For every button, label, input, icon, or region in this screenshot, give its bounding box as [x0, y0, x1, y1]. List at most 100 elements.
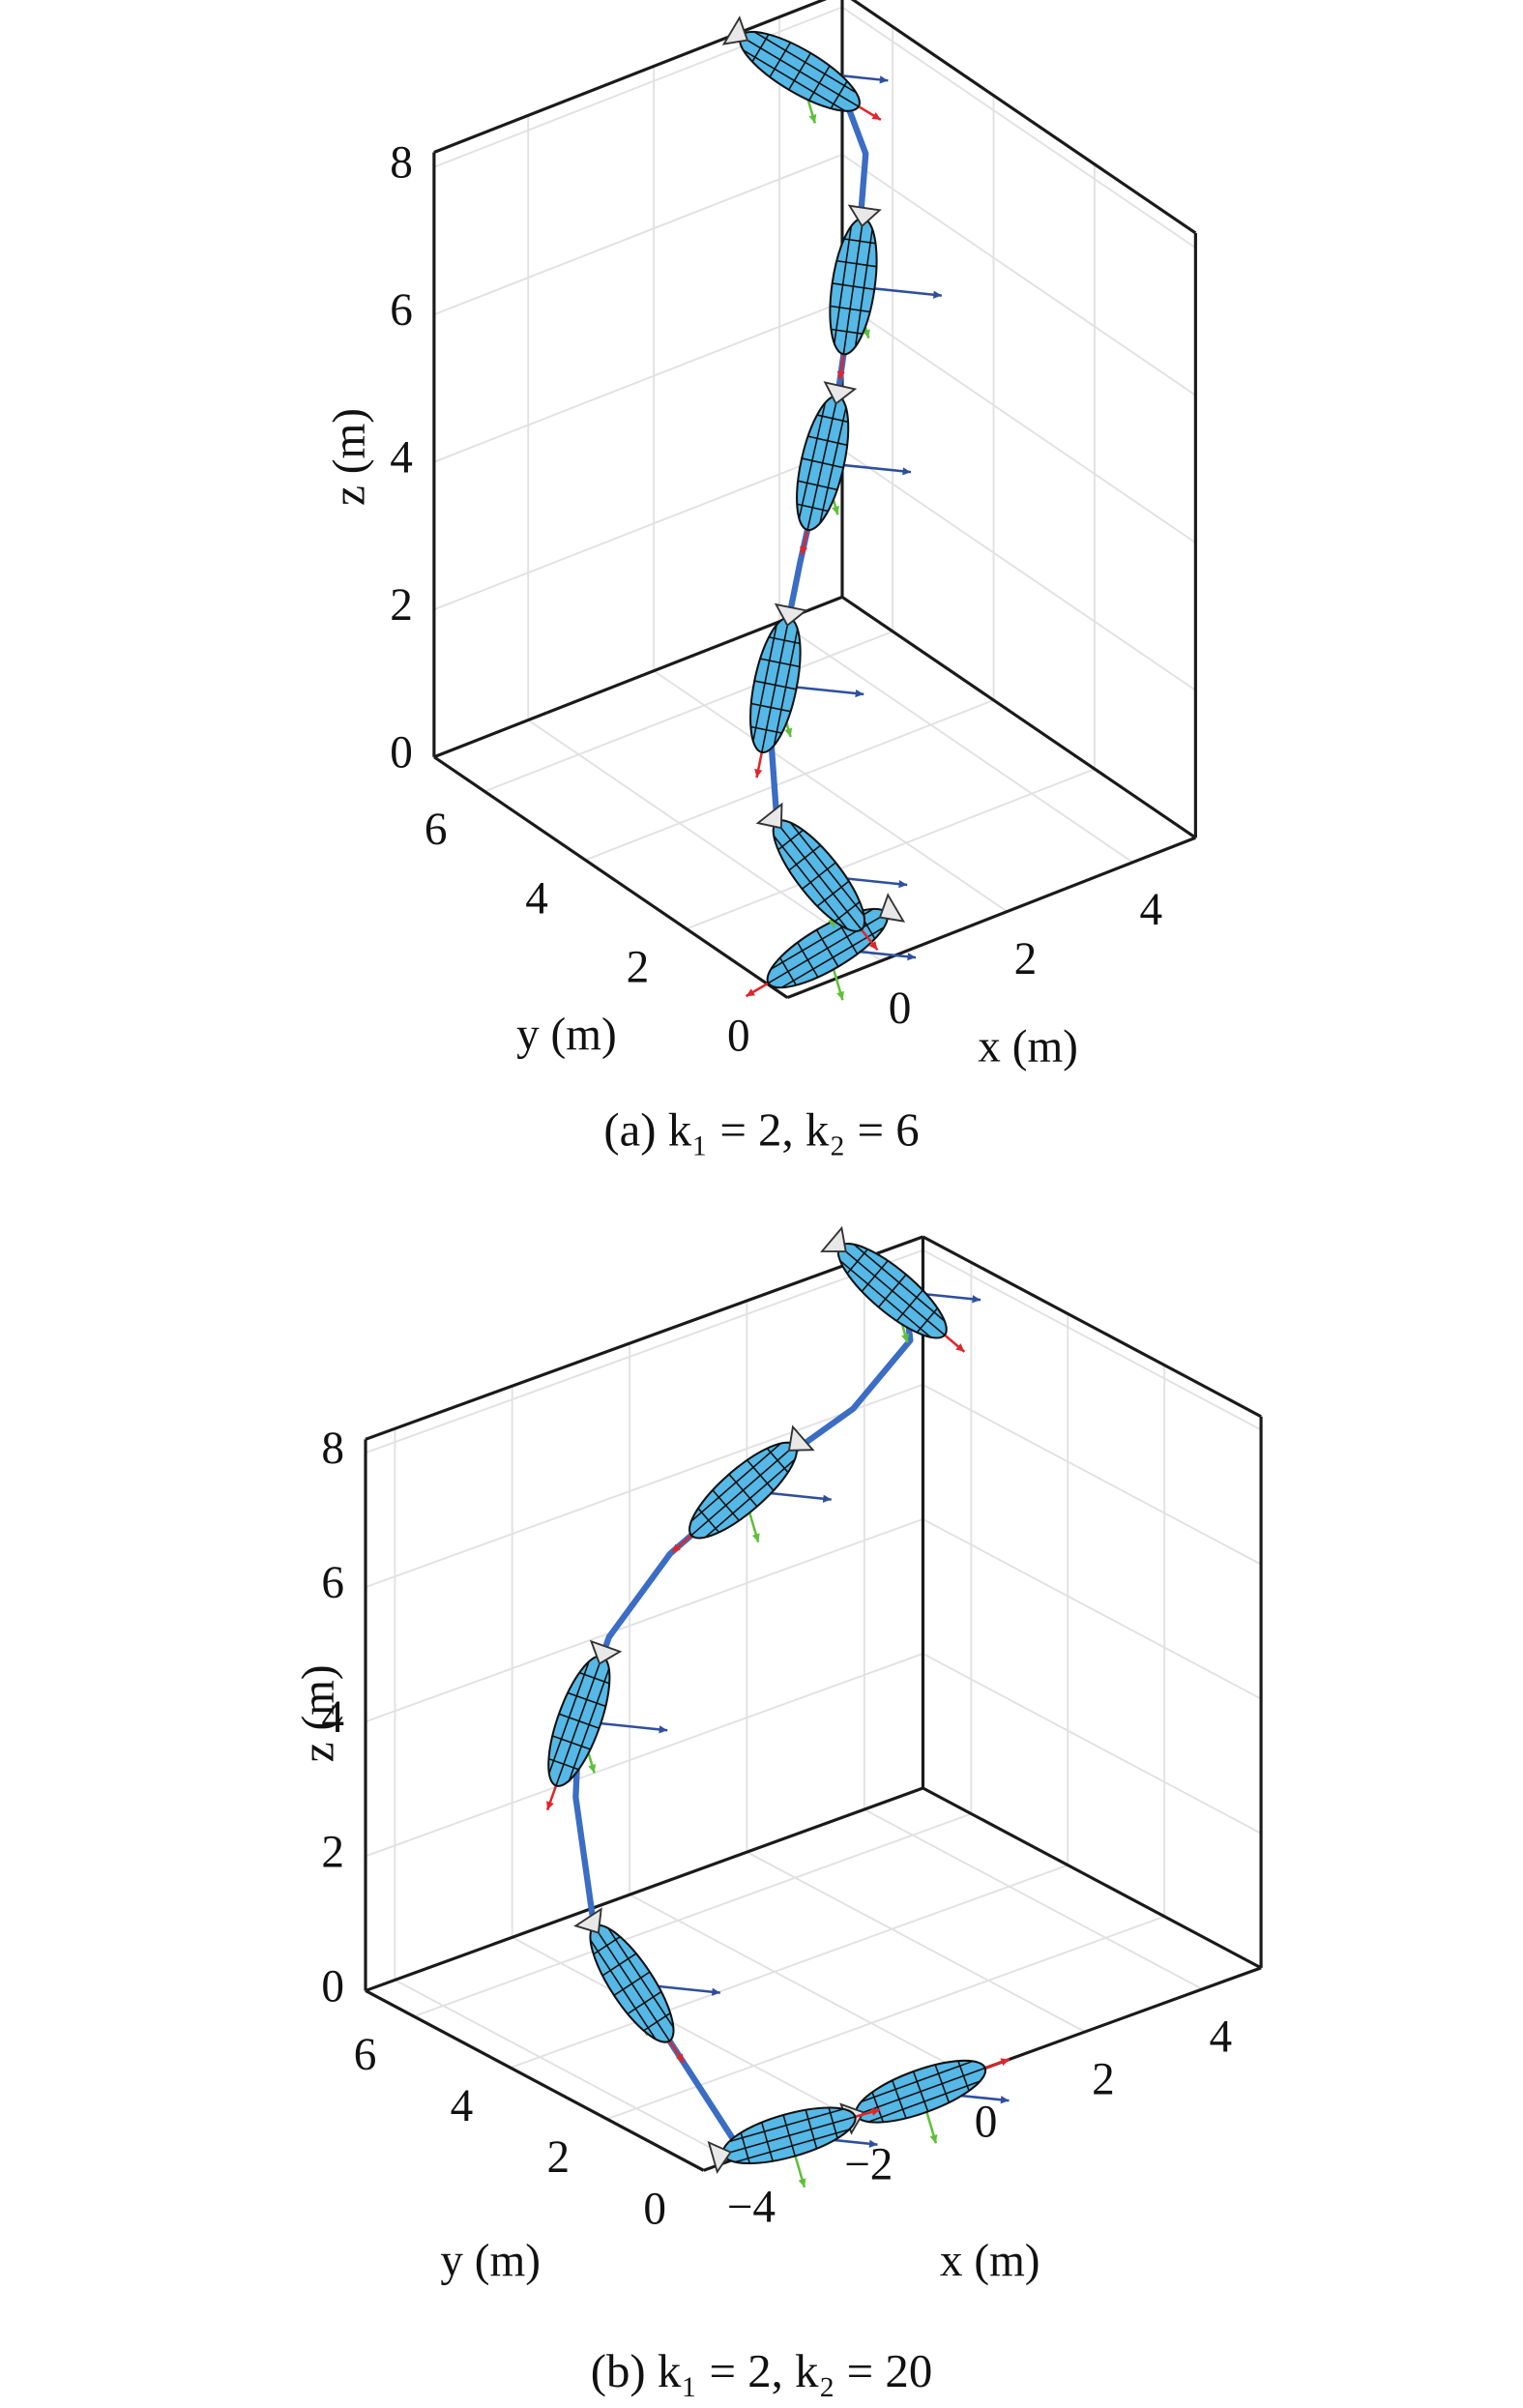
grid-line: [365, 1517, 1262, 1723]
z-tick-label: 4: [390, 433, 413, 484]
vehicle-body: [721, 15, 882, 121]
z-tick-label: 6: [390, 285, 413, 336]
grid-line: [863, 1257, 1203, 1990]
tail-fin: [878, 893, 906, 923]
hull-seam: [728, 2108, 844, 2143]
x-tick-label: 0: [889, 984, 912, 1034]
axis-box-edge: [433, 0, 828, 154]
body-axis-blue-head: [822, 1494, 832, 1503]
grid-line: [527, 115, 883, 962]
axis-box-edge: [365, 1989, 705, 2172]
y-tick-label: 6: [354, 2030, 377, 2080]
axis-box-edge: [850, 0, 1197, 235]
vehicle: [820, 1225, 981, 1353]
axis-box-edge: [432, 755, 789, 999]
vehicle-body: [573, 1907, 686, 2064]
x-axis-label: x (m): [940, 2236, 1040, 2286]
grid-line: [629, 1343, 969, 2075]
y-tick-label: 2: [547, 2132, 571, 2183]
body-axis-blue-head: [879, 75, 889, 84]
hull-seam: [861, 2060, 974, 2103]
body-axis-red-head: [1000, 2058, 1010, 2067]
axis-box-edge: [922, 1786, 1262, 1970]
axis-box-edge: [922, 1235, 1262, 1419]
x-tick-label: 4: [1209, 2012, 1232, 2062]
body-axis-red-head: [754, 768, 763, 778]
hull-seam: [768, 912, 888, 984]
x-tick-label: 2: [1092, 2054, 1115, 2104]
tail-fin: [774, 602, 808, 628]
hull-seam: [593, 1925, 671, 2041]
vehicle-body: [670, 1424, 815, 1554]
vehicle-body: [839, 2058, 1010, 2135]
hull-seam: [734, 2129, 850, 2163]
grid-line: [585, 95, 995, 862]
hull-seam: [568, 1668, 610, 1781]
body-axis-red-head: [546, 1801, 554, 1810]
body-axis-green-head: [901, 1333, 910, 1343]
hull-seam: [743, 49, 846, 112]
tail-fin: [787, 1424, 815, 1452]
axis-box-edge: [433, 595, 843, 759]
grid-line: [394, 1428, 734, 2161]
vehicle: [545, 1639, 668, 1811]
grid-line: [433, 596, 1196, 839]
hull-seam: [773, 629, 799, 746]
vehicle-body: [749, 602, 808, 778]
body-axis-blue-head: [711, 1987, 720, 1996]
trajectory: [572, 1261, 924, 2153]
x-tick-label: −2: [844, 2140, 893, 2190]
z-tick-label: 4: [321, 1692, 344, 1743]
grid-line: [433, 6, 1196, 250]
tail-fin: [755, 802, 783, 830]
grid-line: [365, 1652, 1262, 1858]
hull-seam: [834, 225, 853, 344]
body-axis-red-head: [955, 1343, 965, 1352]
body-axis-blue-head: [898, 880, 908, 889]
tail-fin: [707, 2140, 732, 2175]
tail-fin: [847, 204, 882, 228]
grid-line: [703, 1416, 1263, 2172]
body-axis-red-head: [868, 941, 878, 951]
vehicle: [749, 602, 864, 778]
hull-seam: [789, 822, 865, 917]
hull-seam: [753, 31, 857, 94]
hull-seam: [704, 1458, 796, 1539]
hull-seam: [856, 2067, 985, 2116]
z-tick-label: 0: [321, 1961, 344, 2012]
body-axis-green-head: [832, 505, 839, 515]
grid-line: [365, 1786, 1262, 1992]
vehicle: [721, 15, 889, 124]
body-axis-blue-head: [855, 689, 864, 698]
vehicle: [670, 1424, 832, 1554]
hull-seam: [776, 821, 863, 930]
vehicle-body: [829, 204, 882, 380]
axis-box-edge: [365, 1235, 923, 1441]
z-tick-label: 8: [390, 138, 413, 189]
y-tick-label: 4: [451, 2081, 474, 2131]
grid-line: [606, 1365, 1166, 2121]
caption: (b) k₁ = 2, k₂ = 20: [591, 2344, 932, 2397]
vehicle: [755, 802, 908, 952]
y-axis-label: y (m): [440, 2236, 541, 2286]
body-axis-green-head: [808, 113, 817, 124]
body-axis-green-head: [798, 2178, 806, 2188]
body-axis-blue-head: [972, 1295, 981, 1304]
y-tick-label: 0: [643, 2184, 666, 2234]
axis-box-edge: [365, 1786, 923, 1992]
vehicle-body: [820, 1225, 966, 1353]
body-axis-green-head: [929, 2133, 938, 2144]
y-tick-label: 4: [525, 873, 548, 924]
body-axis-red-head: [675, 2053, 685, 2063]
x-tick-label: 0: [975, 2097, 998, 2147]
hull-seam: [819, 407, 847, 524]
tail-fin: [589, 1639, 623, 1665]
hull-seam: [806, 396, 839, 531]
hull-seam: [607, 1927, 675, 2028]
hull-seam: [798, 402, 827, 519]
hull-seam: [690, 1444, 796, 1537]
z-axis-label: z (m): [324, 408, 374, 506]
